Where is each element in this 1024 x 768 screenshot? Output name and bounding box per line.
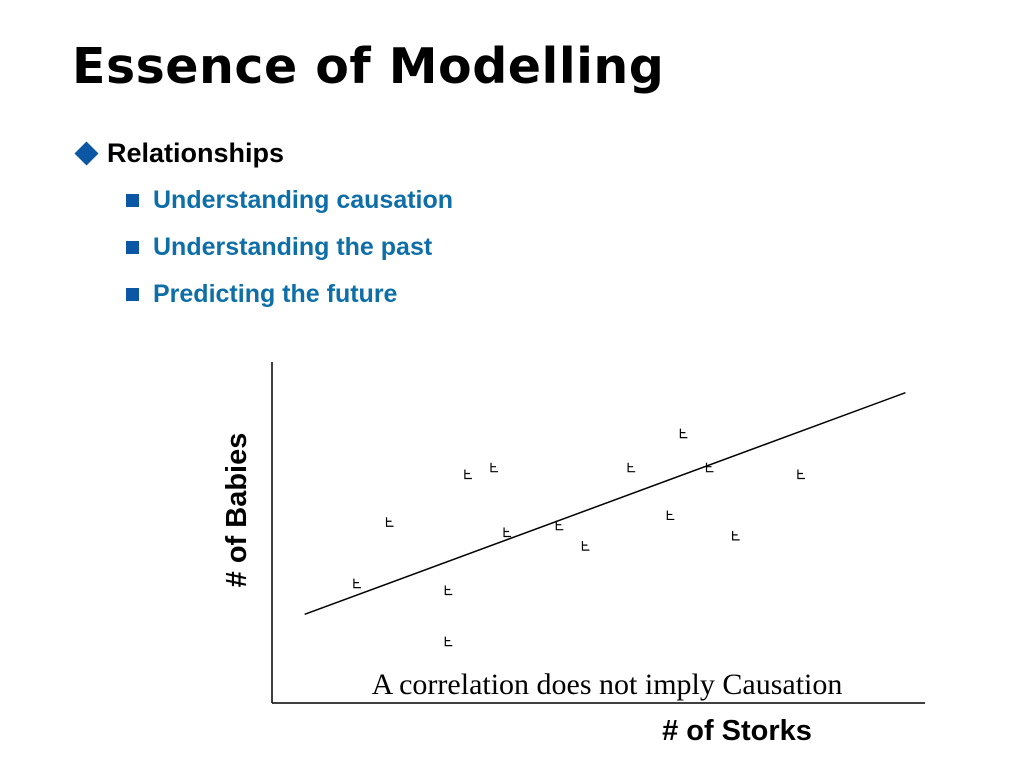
data-point-3 bbox=[444, 636, 453, 647]
data-point-6 bbox=[503, 527, 512, 538]
data-point-12 bbox=[705, 462, 714, 473]
data-points bbox=[353, 428, 805, 647]
data-point-4 bbox=[464, 469, 472, 480]
chart-annotation: A correlation does not imply Causation bbox=[372, 668, 843, 701]
bullet-label: Relationships bbox=[107, 138, 285, 168]
data-point-7 bbox=[555, 520, 564, 531]
sub-bullet-label: Predicting the future bbox=[153, 280, 398, 308]
sub-bullet-future: Predicting the future bbox=[126, 280, 397, 309]
data-point-13 bbox=[732, 530, 740, 541]
bullet-relationships: Relationships bbox=[74, 138, 284, 169]
data-point-9 bbox=[627, 462, 636, 473]
sub-bullet-causation: Understanding causation bbox=[126, 186, 453, 215]
data-point-2 bbox=[444, 585, 453, 596]
square-bullet-icon bbox=[126, 241, 139, 254]
y-axis-label: # of Babies bbox=[221, 433, 253, 588]
square-bullet-icon bbox=[126, 194, 139, 207]
trend-line bbox=[304, 391, 906, 616]
page-title: Essence of Modelling bbox=[72, 38, 665, 95]
data-point-5 bbox=[490, 462, 499, 473]
data-point-8 bbox=[581, 541, 590, 551]
sub-bullet-label: Understanding causation bbox=[153, 186, 454, 214]
data-point-10 bbox=[666, 510, 675, 521]
square-bullet-icon bbox=[126, 288, 139, 301]
data-point-1 bbox=[385, 517, 394, 527]
sub-bullet-past: Understanding the past bbox=[126, 233, 432, 262]
data-point-0 bbox=[353, 578, 361, 589]
data-point-14 bbox=[797, 469, 805, 480]
sub-bullet-label: Understanding the past bbox=[153, 233, 433, 261]
x-axis-label: # of Storks bbox=[662, 715, 812, 747]
data-point-11 bbox=[679, 428, 688, 439]
